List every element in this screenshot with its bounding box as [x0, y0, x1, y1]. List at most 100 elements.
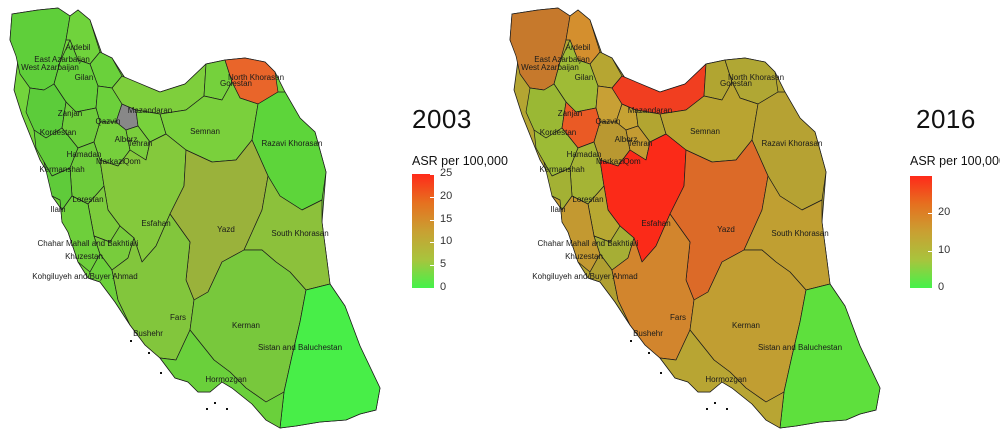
province-label: Sistan and Baluchestan [758, 343, 842, 352]
province-label: Lorestan [72, 195, 103, 204]
province-label: Golestan [220, 79, 252, 88]
province-label: Esfahan [141, 219, 170, 228]
province-label: Semnan [190, 127, 220, 136]
province-label: Mazandaran [628, 106, 672, 115]
province-label: Tehran [628, 139, 652, 148]
legend-tick-mark [928, 213, 932, 215]
legend-tick-mark [430, 242, 434, 244]
province-label: Kohgiluyeh and Buyer Ahmad [532, 272, 637, 281]
legend-tick-label: 10 [440, 235, 453, 248]
province-fars [611, 213, 695, 361]
year-label: 2003 [412, 104, 472, 134]
province-label: Chahar Mahall and Bakhtiari [38, 239, 139, 248]
island-marker [660, 372, 662, 374]
legend-tick-label: 15 [440, 212, 453, 225]
province-label: North Khorasan [728, 73, 784, 82]
province-label: Khuzestan [565, 252, 603, 261]
legend-tick-label: 25 [440, 167, 453, 179]
province-label: Kermanshah [39, 165, 84, 174]
island-marker [714, 402, 716, 404]
legend-tick-mark [430, 288, 434, 289]
province-label: Razavi Khorasan [762, 139, 823, 148]
province-label: Yazd [217, 225, 235, 234]
island-marker [160, 372, 162, 374]
province-sistan [279, 283, 381, 429]
province-label: Kermanshah [539, 165, 584, 174]
province-label: Kohgiluyeh and Buyer Ahmad [32, 272, 137, 281]
province-label: Gilan [575, 73, 594, 82]
island-marker [130, 340, 132, 342]
province-label: Hamadan [567, 150, 602, 159]
province-label: Qom [623, 157, 641, 166]
province-label: Alborz [615, 135, 638, 144]
legend-tick-mark [430, 219, 434, 221]
province-label: Semnan [690, 127, 720, 136]
island-marker [648, 352, 650, 354]
legend-tick-mark [430, 174, 434, 175]
province-label: Chahar Mahall and Bakhtiari [538, 239, 639, 248]
province-label: Zanjan [558, 109, 582, 118]
province-label: Ilam [50, 205, 65, 214]
province-label: Tehran [128, 139, 152, 148]
province-label: East Azarbaijan [34, 55, 90, 64]
province-label: Hormozgan [205, 375, 246, 384]
legend-tick-label: 5 [440, 258, 447, 271]
province-label: South Khorasan [771, 229, 828, 238]
legend-tick-label: 10 [938, 243, 951, 256]
year-label: 2016 [916, 104, 976, 134]
island-marker [214, 402, 216, 404]
province-label: Hormozgan [705, 375, 746, 384]
island-marker [726, 408, 728, 410]
island-marker [630, 340, 632, 342]
province-label: Bushehr [133, 329, 163, 338]
legend-color-bar [910, 176, 932, 288]
province-label: Alborz [115, 135, 138, 144]
legend-tick-mark [928, 250, 932, 252]
legend-tick-label: 0 [938, 281, 945, 293]
province-label: West Azarbaijan [21, 63, 79, 72]
legend-title: ASR per 100,000 [910, 154, 1000, 168]
legend-color-bar [412, 174, 434, 288]
island-marker [148, 352, 150, 354]
province-label: Kordestan [540, 128, 576, 137]
province-label: Kerman [232, 321, 260, 330]
island-marker [226, 408, 228, 410]
island-marker [206, 408, 208, 410]
island-marker [706, 408, 708, 410]
province-label: East Azarbaijan [534, 55, 590, 64]
province-label: Qazvin [596, 117, 621, 126]
legend-tick-mark [430, 196, 434, 198]
province-label: Kordestan [40, 128, 76, 137]
province-label: Markazi [96, 157, 124, 166]
province-hormozgan [159, 329, 285, 429]
province-label: Qazvin [96, 117, 121, 126]
province-label: Ardebil [66, 43, 91, 52]
province-label: Mazandaran [128, 106, 172, 115]
province-label: Golestan [720, 79, 752, 88]
map-panel-2016: Ardebil East Azarbaijan West Azarbaijan Gil… [500, 0, 1000, 441]
province-label: West Azarbaijan [521, 63, 579, 72]
province-label: Ardebil [566, 43, 591, 52]
province-label: North Khorasan [228, 73, 284, 82]
province-label: Razavi Khorasan [262, 139, 323, 148]
legend-title: ASR per 100,000 [412, 154, 508, 168]
legend-tick-mark [928, 288, 932, 289]
legend-tick-label: 20 [938, 206, 951, 219]
province-label: Fars [170, 313, 186, 322]
province-label: Esfahan [641, 219, 670, 228]
province-hormozgan [659, 329, 785, 429]
province-label: Qom [123, 157, 141, 166]
province-label: South Khorasan [271, 229, 328, 238]
province-label: Lorestan [572, 195, 603, 204]
province-label: Khuzestan [65, 252, 103, 261]
map-panel-2003: Ardebil East Azarbaijan West Azarbaijan Gil… [9, 7, 508, 429]
province-label: Zanjan [58, 109, 82, 118]
legend-tick-label: 0 [440, 281, 447, 293]
province-label: Yazd [717, 225, 735, 234]
province-sistan [779, 283, 881, 429]
legend-tick-label: 20 [440, 189, 453, 202]
legend-tick-mark [430, 265, 434, 267]
province-label: Markazi [596, 157, 624, 166]
